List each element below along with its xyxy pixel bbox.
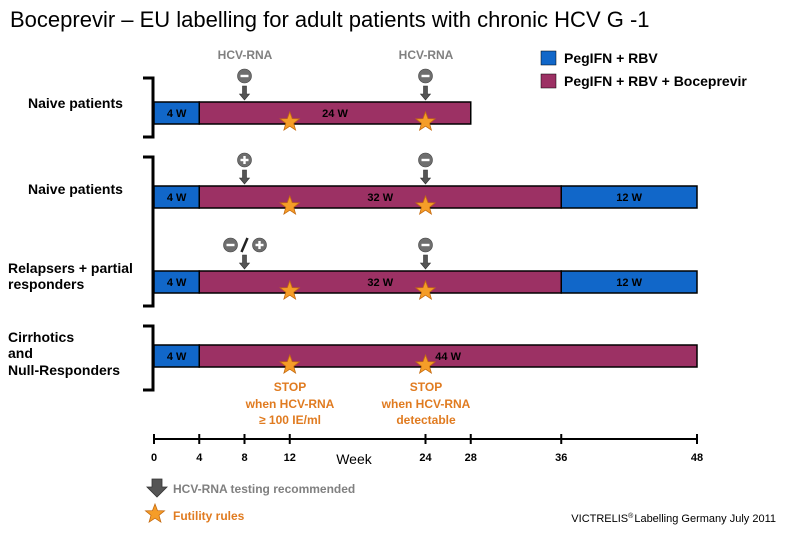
key-label-hcv-rna-testing: HCV-RNA testing recommended (173, 482, 355, 496)
group-brackets (143, 76, 155, 392)
marker-r2-0-minus-icon-bar (226, 243, 235, 247)
axis-tick-label-8: 8 (241, 452, 247, 464)
marker-r0-1-arrow-icon (419, 85, 432, 101)
row-label-naive-1: Naive patients (28, 95, 123, 111)
legend-label-peginf-rbv-boceprevir: PegIFN + RBV + Boceprevir (564, 73, 747, 89)
marker-r0-0-minus-icon-bar (240, 74, 249, 78)
futility-stars (279, 110, 437, 375)
marker-r0-1-minus-icon-bar (421, 74, 430, 78)
week-axis: 0 4 8 12 24 28 36 48 (151, 434, 703, 464)
treatment-bars: 4 W 24 W 4 W 32 W 12 W 4 W 32 W 12 W 4 W 44 W (153, 101, 698, 368)
marker-r2-0-slash (240, 237, 249, 253)
bar-label-r3-1: 44 W (435, 351, 461, 363)
stop-note-24-line-2: when HCV-RNA (381, 397, 471, 411)
star-icon-r0-1 (414, 110, 437, 132)
star-icon-r2-1 (414, 279, 437, 301)
bracket-group-3 (143, 324, 155, 392)
key-label-futility-rules: Futility rules (173, 509, 245, 523)
bar-label-r1-1: 32 W (367, 192, 393, 204)
marker-r1-1-minus-icon-bar (421, 158, 430, 162)
bar-label-r0-1: 24 W (322, 108, 348, 120)
axis-title: Week (336, 451, 373, 467)
axis-tick-label-28: 28 (465, 452, 477, 464)
axis-tick-label-12: 12 (284, 452, 296, 464)
bar-label-r3-0: 4 W (167, 351, 187, 363)
axis-tick-label-24: 24 (419, 452, 432, 464)
bar-label-r2-0: 4 W (167, 277, 187, 289)
row-label-naive-2: Naive patients (28, 181, 123, 197)
star-icon-r1-0 (279, 194, 301, 216)
marker-r1-0-arrow-icon (238, 169, 251, 185)
stop-note-24-line-3: detectable (396, 413, 456, 427)
axis-tick-label-36: 36 (555, 452, 567, 464)
bar-label-r1-0: 4 W (167, 192, 187, 204)
stop-note-week-24: STOP when HCV-RNA detectable (381, 380, 471, 427)
row-label-null-responders: Null-Responders (8, 362, 120, 378)
star-icon-r0-0 (279, 110, 301, 132)
hcv-rna-label-week-24: HCV-RNA (399, 48, 454, 62)
row-label-responders: responders (8, 276, 84, 292)
footer-rest: Labelling Germany July 2011 (634, 513, 776, 525)
bracket-group-1 (143, 76, 155, 139)
stop-note-12-line-3: ≥ 100 IE/ml (259, 413, 321, 427)
axis-tick-label-0: 0 (151, 452, 157, 464)
stop-note-12-line-2: when HCV-RNA (245, 397, 335, 411)
legend: PegIFN + RBV PegIFN + RBV + Boceprevir (540, 50, 747, 89)
star-icon-r1-1 (414, 194, 437, 216)
hcv-rna-markers (223, 68, 433, 270)
footer-credit: VICTRELIS®Labelling Germany July 2011 (571, 512, 776, 525)
legend-swatch-peginf-rbv (540, 50, 557, 66)
bar-segment-r2-2 (560, 270, 698, 294)
marker-r2-0-arrow-icon (238, 254, 251, 270)
hcv-rna-label-week-8: HCV-RNA (218, 48, 273, 62)
marker-r1-0-plus-icon-vbar (243, 156, 246, 164)
bar-segment-r3-1 (198, 344, 698, 368)
bracket-group-2 (143, 155, 155, 308)
stop-note-12-line-1: STOP (274, 380, 306, 394)
star-icon-r3-0 (279, 353, 301, 375)
star-icon-r2-0 (279, 279, 301, 301)
marker-r2-0-plus-icon-vbar (258, 241, 261, 249)
legend-swatch-peginf-rbv-boceprevir (540, 73, 557, 89)
marker-r1-1-arrow-icon (419, 169, 432, 185)
marker-r2-1-arrow-icon (419, 254, 432, 270)
bar-segment-r0-1 (198, 101, 472, 125)
legend-label-peginf-rbv: PegIFN + RBV (564, 50, 658, 66)
bar-label-r1-2: 12 W (616, 192, 642, 204)
row-label-cirrhotics: Cirrhotics (8, 329, 74, 345)
star-icon-r3-1 (414, 353, 437, 375)
bar-label-r0-0: 4 W (167, 108, 187, 120)
row-label-and: and (8, 345, 33, 361)
footer-brand: VICTRELIS (571, 513, 628, 525)
key-hcv-rna-testing: HCV-RNA testing recommended (146, 478, 355, 498)
bar-label-r2-2: 12 W (616, 277, 642, 289)
star-icon (144, 502, 166, 524)
marker-r2-1-minus-icon-bar (421, 243, 430, 247)
bar-segment-r1-2 (560, 185, 698, 209)
stop-note-24-line-1: STOP (410, 380, 442, 394)
down-arrow-icon (146, 478, 168, 498)
stop-note-week-12: STOP when HCV-RNA ≥ 100 IE/ml (245, 380, 335, 427)
footer-registered-mark: ® (628, 512, 634, 520)
key-futility-rules: Futility rules (144, 502, 245, 524)
axis-tick-label-4: 4 (196, 452, 203, 464)
row-label-relapsers: Relapsers + partial (8, 260, 133, 276)
page-title: Boceprevir – EU labelling for adult pati… (10, 7, 650, 32)
marker-r0-0-arrow-icon (238, 85, 251, 101)
axis-tick-label-48: 48 (691, 452, 703, 464)
bar-label-r2-1: 32 W (367, 277, 393, 289)
